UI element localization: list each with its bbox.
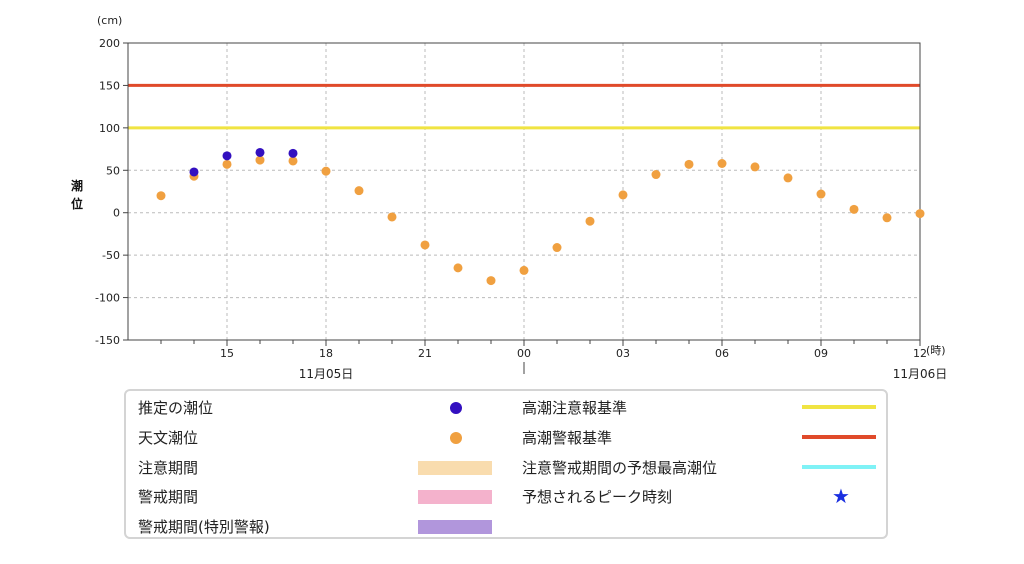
data-point (321, 166, 331, 176)
y-tick-label: 50 (106, 164, 120, 177)
legend-label-caution-period: 注意期間 (138, 459, 199, 477)
y-axis-label-char-1: 潮 (71, 178, 83, 193)
data-point (750, 162, 760, 172)
data-point (420, 240, 430, 250)
legend-dot-estimated-tide (450, 402, 462, 414)
legend: 推定の潮位 天文潮位 注意期間 警戒期間 警戒期間(特別警報) 高潮注意報基準 … (124, 389, 888, 539)
data-point (783, 173, 793, 183)
date-label: 11月05日 (299, 367, 354, 381)
threshold-lines (128, 83, 920, 130)
data-point (387, 212, 397, 222)
legend-line-forecast-peak-level (802, 465, 876, 469)
x-tick-label: 18 (319, 347, 333, 360)
legend-label-astronomical-tide: 天文潮位 (138, 429, 199, 447)
data-point (552, 243, 562, 253)
x-tick-label: 21 (418, 347, 432, 360)
legend-line-storm-surge-warning (802, 435, 876, 439)
x-axis-ticks: 15 18 21 00 03 06 09 12 11月05日 11月06日 (160, 340, 948, 381)
data-point (618, 190, 628, 200)
data-point (255, 155, 265, 165)
data-point (717, 158, 727, 168)
data-series (156, 147, 925, 286)
grid-lines (128, 43, 920, 340)
data-point (156, 191, 166, 201)
y-tick-label: 200 (99, 37, 120, 50)
tide-chart: 200 150 100 50 0 -50 -100 -150 15 18 21 00 03 06 09 12… (71, 14, 948, 381)
legend-band-special-warning-period (418, 520, 492, 534)
data-point (816, 189, 826, 199)
legend-dot-astronomical-tide (450, 432, 462, 444)
x-unit-label: (時) (926, 344, 946, 357)
data-point (882, 213, 892, 223)
data-point (288, 148, 298, 158)
data-point (585, 216, 595, 226)
y-axis-label-char-2: 位 (71, 196, 83, 211)
data-point (684, 159, 694, 169)
data-point (915, 209, 925, 219)
data-point (255, 147, 265, 157)
y-tick-label: -50 (102, 249, 120, 262)
legend-label-estimated-tide: 推定の潮位 (138, 399, 214, 417)
legend-label-forecast-peak-time: 予想されるピーク時刻 (522, 488, 673, 506)
y-tick-label: 0 (113, 207, 120, 220)
x-tick-label: 12 (913, 347, 927, 360)
legend-label-forecast-peak-level: 注意警戒期間の予想最高潮位 (522, 459, 718, 477)
y-axis-ticks: 200 150 100 50 0 -50 -100 -150 (95, 37, 128, 347)
data-point (189, 167, 199, 177)
x-tick-label: 06 (715, 347, 729, 360)
x-tick-label: 09 (814, 347, 828, 360)
data-point (486, 276, 496, 286)
data-point (288, 156, 298, 166)
legend-label-storm-surge-warning: 高潮警報基準 (522, 429, 613, 447)
data-point (651, 170, 661, 180)
legend-label-warning-period: 警戒期間 (138, 488, 199, 506)
legend-label-storm-surge-advisory: 高潮注意報基準 (522, 399, 628, 417)
y-tick-label: 150 (99, 79, 120, 92)
y-tick-label: -100 (95, 292, 120, 305)
legend-label-special-warning-period: 警戒期間(特別警報) (138, 518, 270, 536)
date-label: 11月06日 (893, 367, 948, 381)
legend-band-warning-period (418, 490, 492, 504)
data-point (519, 265, 529, 275)
data-point (222, 151, 232, 161)
legend-line-storm-surge-advisory (802, 405, 876, 409)
legend-band-caution-period (418, 461, 492, 475)
data-point (849, 204, 859, 214)
x-tick-label: 00 (517, 347, 531, 360)
y-tick-label: 100 (99, 122, 120, 135)
star-icon: ★ (832, 484, 850, 508)
data-point (354, 186, 364, 196)
data-point (222, 159, 232, 169)
data-point (453, 263, 463, 273)
y-unit-label: (cm) (97, 14, 122, 27)
y-tick-label: -150 (95, 334, 120, 347)
x-tick-label: 03 (616, 347, 630, 360)
x-tick-label: 15 (220, 347, 234, 360)
